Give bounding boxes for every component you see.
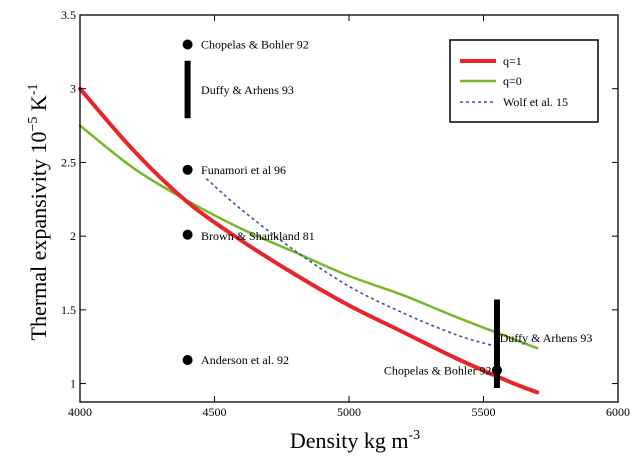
point-annotation: Chopelas & Bohler 92	[384, 363, 492, 377]
plot-layer: Chopelas & Bohler 92 Duffy & Arhens 93 Fun…	[78, 37, 593, 395]
ticks-layer: 4000 4500 5000 5500 6000 1 1.5 2 2.5 3 3.5	[61, 8, 630, 419]
data-point-marker	[182, 164, 193, 175]
x-tick-label: 4000	[68, 405, 92, 419]
series-line-q-0	[78, 124, 539, 350]
x-tick-label: 5000	[337, 405, 361, 419]
x-axis-title-exponent: -3	[408, 428, 420, 443]
legend-label-q1: q=1	[503, 54, 522, 68]
y-tick-label: 1.5	[61, 303, 76, 317]
legend-label-q0: q=0	[503, 74, 522, 88]
y-axis-title: Thermal expansivity 10−5 K-1	[26, 84, 51, 341]
x-tick-label: 6000	[606, 405, 630, 419]
series-line-q-1	[78, 86, 540, 395]
point-annotation: Brown & Shankland 81	[201, 229, 315, 243]
y-tick-label: 3	[70, 82, 76, 96]
y-axis-title-main: Thermal expansivity 10	[26, 132, 51, 341]
y-tick-label: 1	[70, 377, 76, 391]
y-tick-label: 2.5	[61, 155, 76, 169]
x-axis-title-main: Density kg m	[290, 428, 409, 453]
point-annotation: Anderson et al. 92	[201, 353, 289, 367]
y-axis-title-exponent: −5	[26, 117, 41, 132]
legend-label-wolf: Wolf et al. 15	[503, 95, 568, 109]
data-point-marker	[491, 365, 502, 376]
data-point-marker	[182, 229, 193, 240]
legend: q=1 q=0 Wolf et al. 15	[449, 39, 599, 123]
data-point-marker	[182, 39, 193, 50]
point-annotation: Funamori et al 96	[201, 163, 286, 177]
y-tick-label: 3.5	[61, 8, 76, 22]
data-point-marker	[182, 354, 193, 365]
y-axis-title-unit-exponent: -1	[26, 84, 41, 96]
point-annotation: Duffy & Arhens 93	[500, 331, 593, 345]
y-tick-label: 2	[70, 229, 76, 243]
point-annotation: Chopelas & Bohler 92	[201, 37, 309, 51]
x-tick-label: 4500	[203, 405, 227, 419]
x-tick-label: 5500	[472, 405, 496, 419]
point-annotation: Duffy & Arhens 93	[201, 83, 294, 97]
y-axis-title-unit: K	[26, 95, 51, 117]
x-axis-title: Density kg m-3	[290, 428, 420, 453]
